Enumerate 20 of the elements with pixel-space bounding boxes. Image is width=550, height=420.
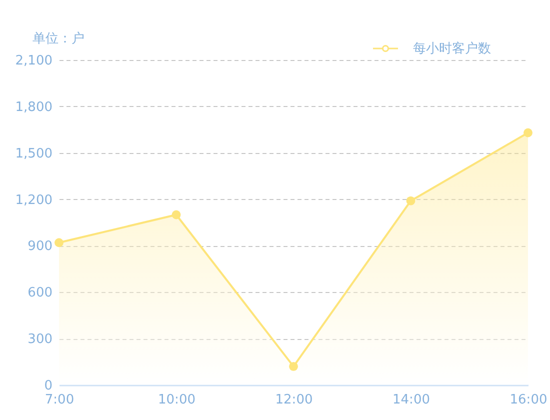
point: [289, 362, 298, 371]
point: [172, 210, 181, 220]
x-tick-label: 16:00: [510, 392, 548, 408]
y-tick-label: 0: [44, 378, 52, 394]
y-axis-title: 单位：户: [32, 32, 84, 46]
y-tick-label: 2,100: [15, 54, 52, 68]
x-tick-label: 10:00: [158, 392, 196, 408]
y-tick-label: 300: [28, 332, 52, 348]
legend-label: 每小时客户数: [413, 40, 491, 56]
y-tick-label: 600: [28, 286, 52, 301]
y-tick-label: 1,500: [15, 146, 52, 162]
point: [54, 238, 64, 248]
point: [406, 196, 416, 206]
x-tick-label: 12:00: [275, 392, 313, 408]
y-tick-label: 1,200: [15, 192, 52, 208]
x-tick-label: 14:00: [392, 392, 430, 408]
y-tick-label: 1,800: [15, 100, 52, 115]
x-tick-label: 7:00: [44, 392, 74, 408]
point: [524, 128, 532, 138]
y-tick-label: 900: [28, 239, 52, 254]
